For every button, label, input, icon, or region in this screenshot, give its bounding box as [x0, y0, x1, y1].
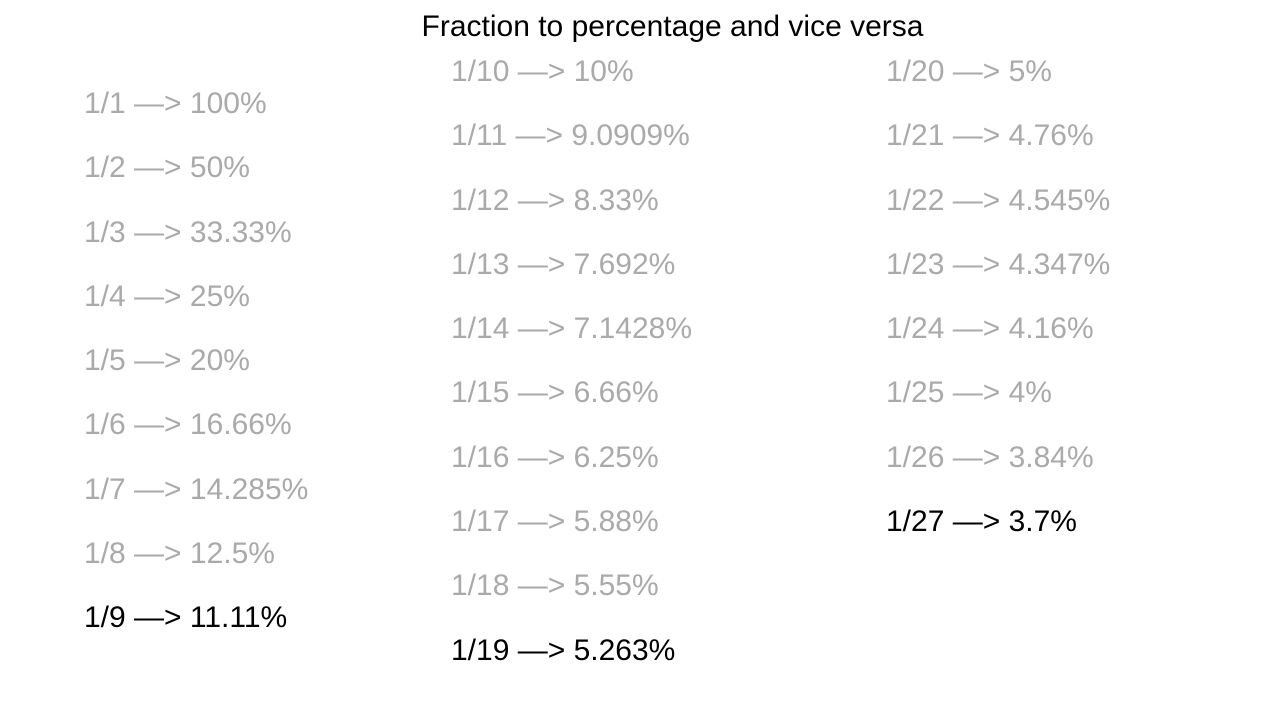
fraction-entry: 1/24 —> 4.16% — [886, 312, 1094, 346]
fraction-entry: 1/14 —> 7.1428% — [451, 312, 693, 346]
fraction-entry: 1/25 —> 4% — [886, 376, 1052, 410]
fraction-entry: 1/10 —> 10% — [451, 55, 634, 88]
fraction-entry: 1/5 —> 20% — [84, 344, 250, 378]
fraction-entry: 1/12 —> 8.33% — [451, 183, 659, 217]
fraction-entry: 1/13 —> 7.692% — [451, 247, 676, 281]
fraction-entry-highlighted: 1/9 —> 11.11% — [84, 601, 288, 635]
fraction-entry: 1/4 —> 25% — [84, 279, 250, 313]
fraction-entry-highlighted: 1/19 —> 5.263% — [451, 633, 676, 667]
fraction-entry: 1/21 —> 4.76% — [886, 119, 1094, 153]
fraction-entry-highlighted: 1/27 —> 3.7% — [886, 505, 1077, 539]
fraction-entry: 1/22 —> 4.545% — [886, 183, 1111, 217]
page-title: Fraction to percentage and vice versa — [421, 10, 924, 43]
fraction-entry: 1/18 —> 5.55% — [451, 569, 659, 603]
fraction-entry: 1/16 —> 6.25% — [451, 440, 659, 474]
fraction-entry: 1/11 —> 9.0909% — [451, 119, 690, 153]
fraction-entry: 1/1 —> 100% — [84, 87, 267, 120]
fraction-entry: 1/3 —> 33.33% — [84, 215, 292, 249]
fraction-entry: 1/6 —> 16.66% — [84, 408, 292, 442]
fraction-entry: 1/7 —> 14.285% — [84, 472, 309, 506]
fraction-entry: 1/17 —> 5.88% — [451, 505, 659, 539]
fraction-entry: 1/8 —> 12.5% — [84, 537, 275, 571]
fraction-entry: 1/2 —> 50% — [84, 151, 250, 185]
fraction-entry: 1/20 —> 5% — [886, 55, 1052, 88]
fraction-entry: 1/23 —> 4.347% — [886, 247, 1111, 281]
fraction-column-3: 1/20 —> 5% 1/21 —> 4.76% 1/22 —> 4.545% 1/2… — [886, 51, 1110, 565]
fraction-entry: 1/26 —> 3.84% — [886, 440, 1094, 474]
fraction-column-1: 1/1 —> 100% 1/2 —> 50% 1/3 —> 33.33% 1/4 —>… — [84, 83, 308, 662]
fraction-entry: 1/15 —> 6.66% — [451, 376, 659, 410]
fraction-column-2: 1/10 —> 10% 1/11 —> 9.0909% 1/12 —> 8.33% 1… — [451, 51, 692, 694]
